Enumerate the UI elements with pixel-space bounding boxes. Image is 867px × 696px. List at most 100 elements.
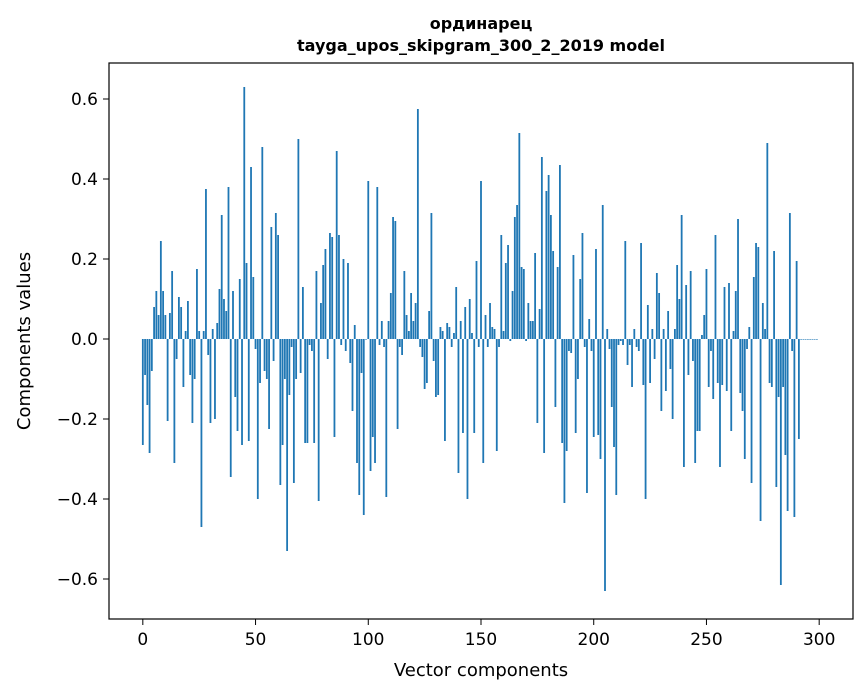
bar-86 [335,151,338,339]
bar-270 [750,339,753,483]
bar-150 [480,181,482,339]
bar-127 [428,311,431,339]
bar-73 [306,339,309,443]
bar-111 [392,217,394,339]
bar-212 [619,339,622,341]
bar-179 [545,191,548,339]
bar-116 [403,271,406,339]
bar-144 [466,339,469,499]
bar-98 [362,339,365,515]
bar-262 [732,331,735,339]
bar-94 [353,325,356,339]
bar-259 [725,339,728,391]
bar-59 [274,213,277,339]
bar-134 [444,339,446,441]
bar-186 [561,339,564,443]
bar-115 [401,339,403,355]
bar-77 [315,271,318,339]
y-tick-label: 0.2 [71,250,98,270]
bar-7 [157,315,160,339]
bar-78 [317,339,320,501]
bar-216 [628,339,631,345]
bar-204 [601,205,604,339]
bar-243 [689,271,692,339]
bar-21 [189,339,192,375]
bar-128 [430,213,433,339]
bar-169 [522,269,525,339]
bar-6 [155,291,158,339]
bar-233 [667,311,670,339]
bar-95 [356,339,358,463]
bar-22 [191,339,194,423]
bar-152 [484,315,487,339]
bar-74 [308,339,311,345]
bar-102 [371,339,374,437]
bar-271 [752,277,755,339]
bar-223 [644,339,647,499]
bar-126 [425,339,428,383]
bar-248 [701,335,703,339]
bar-184 [556,267,559,339]
bar-214 [624,241,627,339]
bar-263 [734,291,737,339]
bar-100 [367,181,370,339]
bar-244 [692,339,694,361]
bar-85 [333,339,336,437]
bar-207 [608,339,611,349]
bar-290 [795,261,798,339]
bar-135 [446,323,449,339]
bar-215 [626,339,629,365]
y-axis-label: Components values [14,252,35,430]
bar-272 [755,243,757,339]
bar-254 [714,235,717,339]
bar-9 [162,291,165,339]
bar-143 [464,307,467,339]
bar-110 [389,293,392,339]
bar-117 [405,315,408,339]
bar-29 [207,339,210,355]
y-tick-label: −0.2 [57,410,98,430]
bar-153 [486,339,489,347]
bar-294 [804,339,807,340]
bar-151 [482,339,485,463]
bar-30 [209,339,212,423]
bar-43 [238,279,241,339]
bar-155 [491,327,494,339]
bar-104 [376,187,379,339]
bar-11 [166,339,169,421]
bar-283 [779,339,782,585]
bar-242 [687,339,690,375]
bar-46 [245,263,248,339]
bar-226 [651,329,654,339]
bar-142 [462,339,464,433]
bar-160 [502,331,505,339]
bar-252 [710,339,712,351]
bar-256 [719,339,721,467]
bar-27 [202,331,205,339]
x-tick-label: 50 [245,630,267,650]
bar-241 [685,285,688,339]
bar-39 [229,339,232,477]
x-tick-label: 200 [578,630,610,650]
bar-121 [414,303,417,339]
plot-frame [108,62,854,620]
bar-257 [721,339,724,385]
bar-211 [617,339,620,345]
bar-181 [549,215,552,339]
bar-209 [613,339,615,447]
bar-197 [586,339,588,493]
bar-255 [716,339,719,383]
x-tick-label: 250 [690,630,722,650]
chart-subtitle: tayga_upos_skipgram_300_2_2019 model [297,36,665,55]
bar-54 [263,339,266,371]
bar-49 [252,277,255,339]
bar-299 [816,339,818,340]
bar-292 [800,339,803,340]
bar-267 [743,339,746,459]
bar-240 [683,339,685,467]
bar-83 [329,233,331,339]
bar-1 [144,339,146,375]
bar-156 [493,329,496,339]
bar-12 [168,313,171,339]
